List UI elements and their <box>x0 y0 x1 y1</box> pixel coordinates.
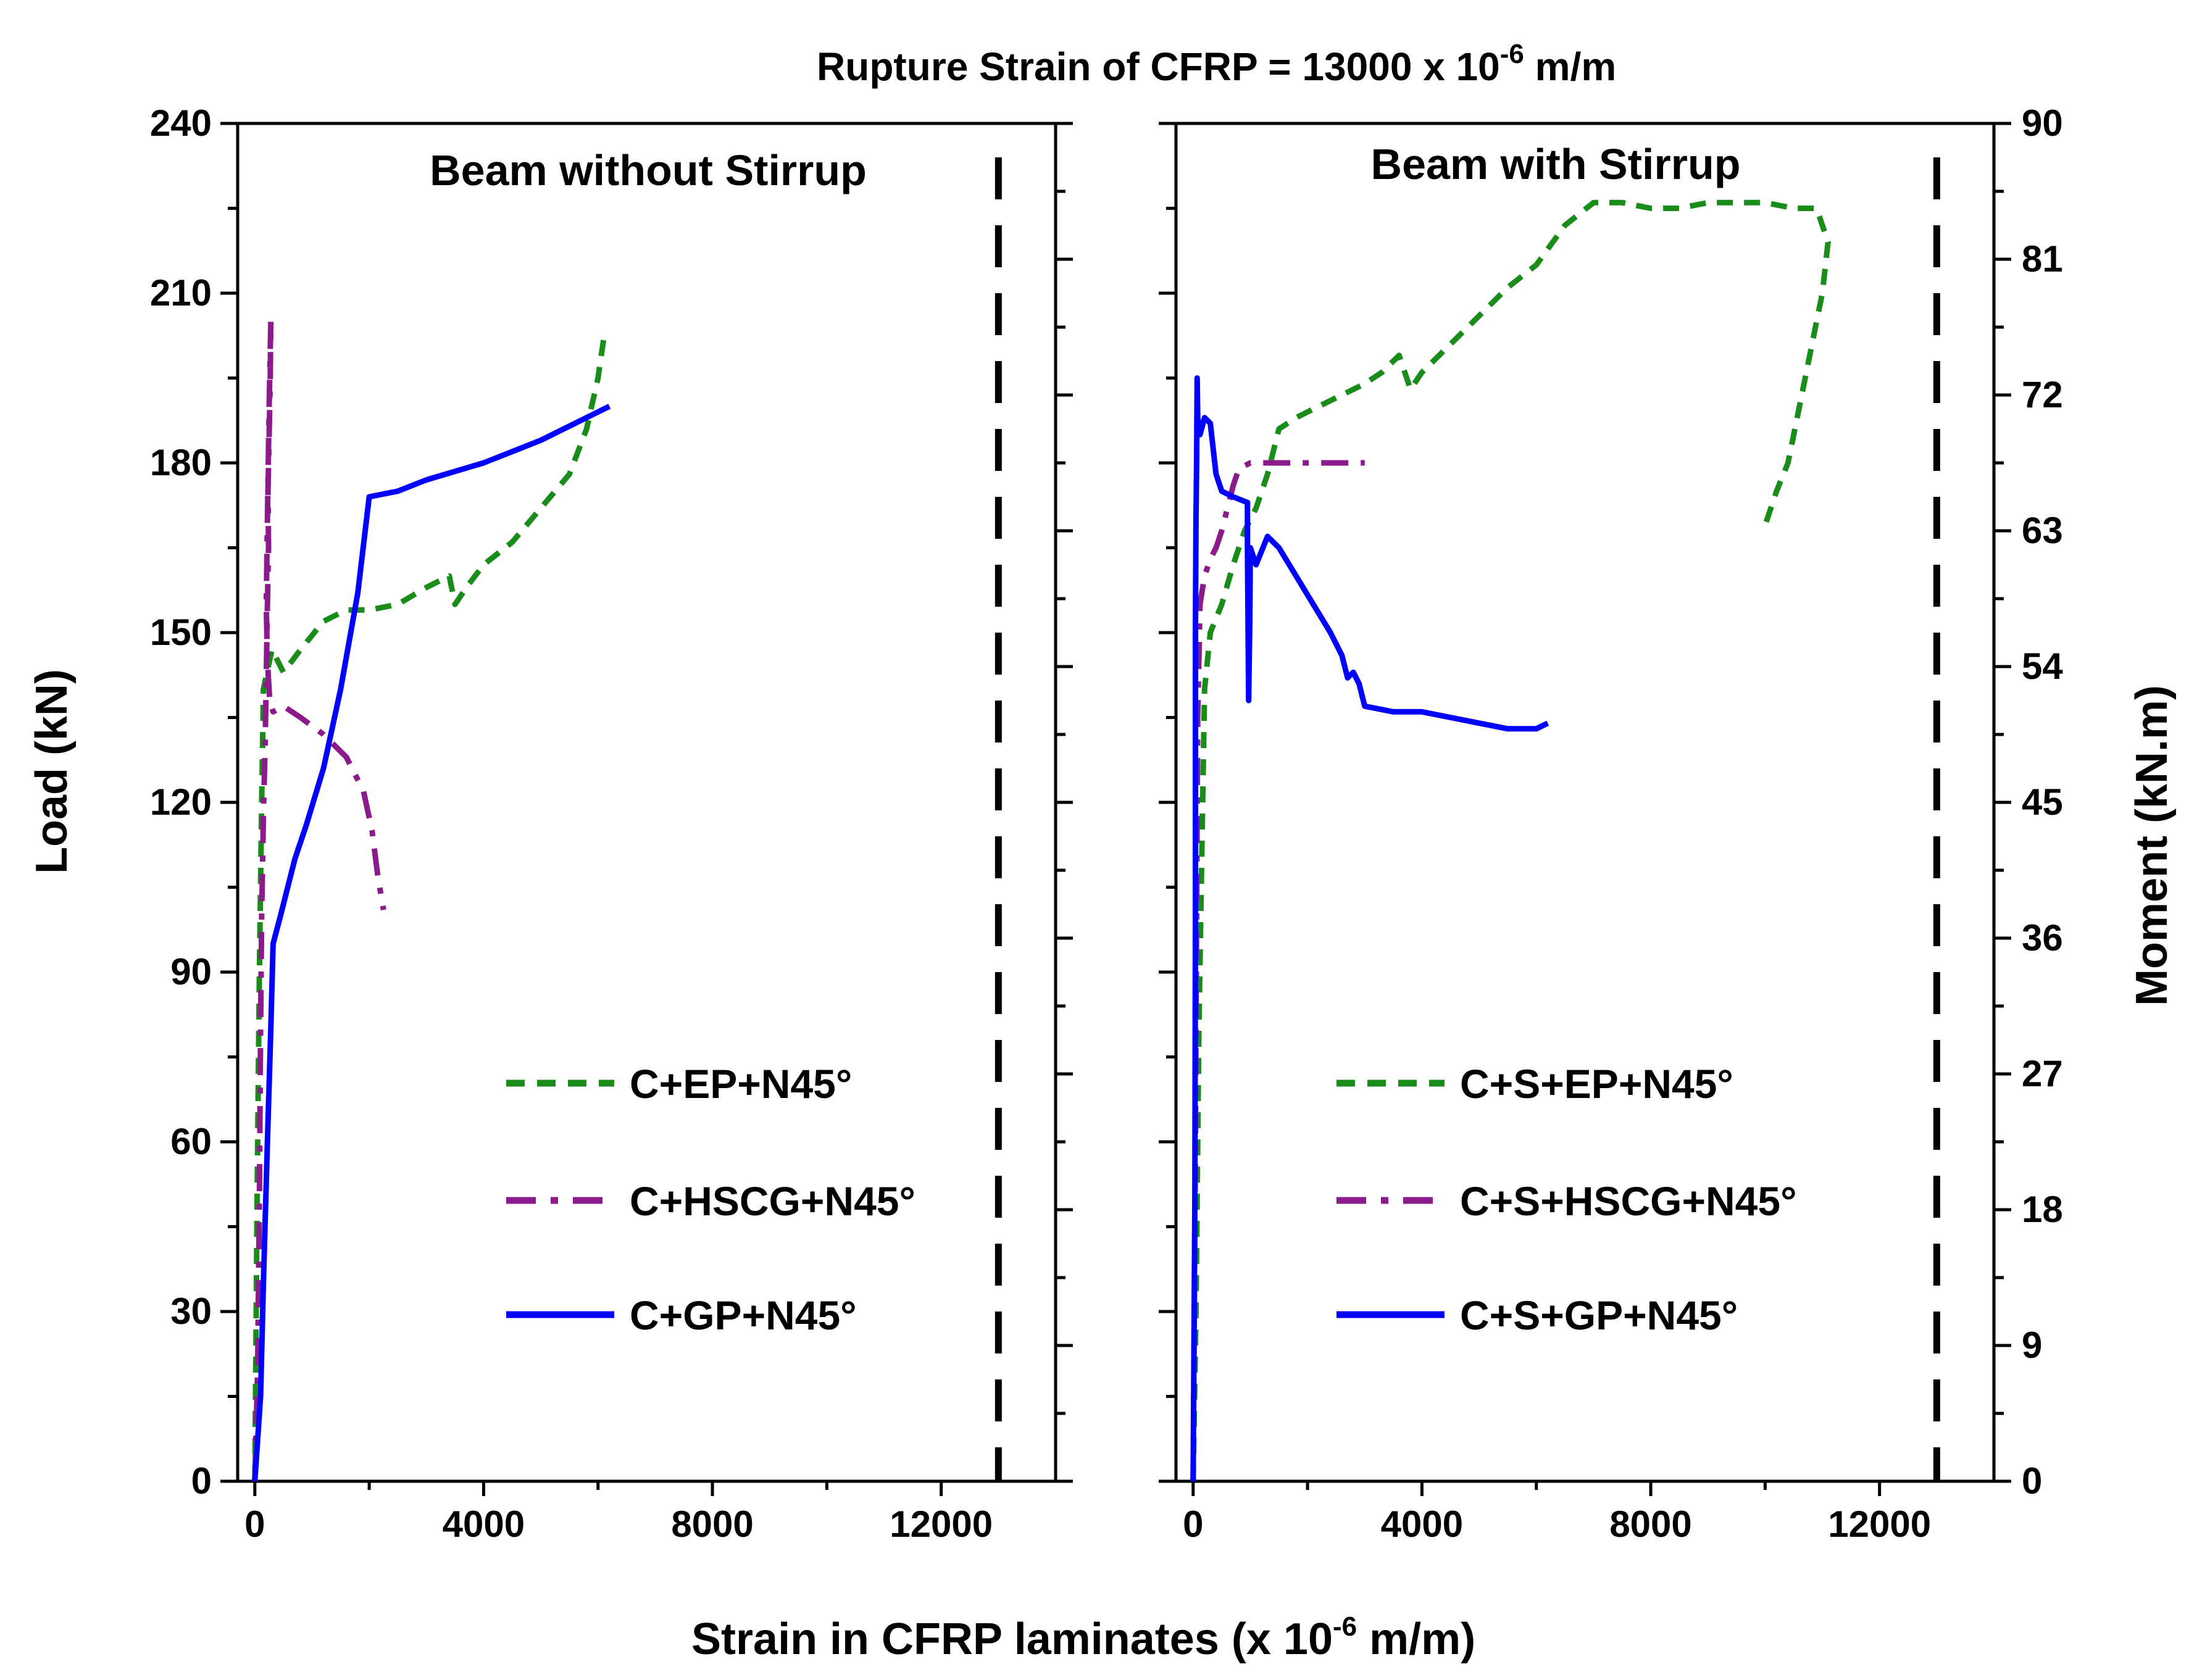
x-axis-title-sup: -6 <box>1333 1611 1357 1642</box>
series-line <box>252 404 611 1482</box>
chart-title-sup: -6 <box>1500 39 1524 69</box>
y-axis-title-moment: Moment (kN.m) <box>2127 685 2177 1006</box>
panel-2: 0 4000 8000 12000 0 9 18 27 36 45 54 63 72 81 90 Beam w… <box>1159 102 2063 1545</box>
y-axis-title-load: Load (kN) <box>27 669 77 874</box>
x-tick-label: 8000 <box>671 1503 753 1545</box>
y-tick-label: 210 <box>150 272 212 314</box>
plot-frame <box>1174 122 1996 1483</box>
y-tick-label: 180 <box>150 442 212 483</box>
y-tick-label: 30 <box>170 1291 212 1332</box>
chart-title: Rupture Strain of CFRP = 13000 x 10-6 m/… <box>817 39 1616 89</box>
moment-tick-label: 72 <box>2022 374 2063 415</box>
y-tick-label: 90 <box>170 951 212 992</box>
y-tick-label: 150 <box>150 612 212 653</box>
legend-label: C+HSCG+N45° <box>630 1178 915 1224</box>
y-tick-label: 240 <box>150 102 212 144</box>
series-line <box>1190 375 1549 1482</box>
x-axis-title-unit: m/m) <box>1357 1615 1475 1664</box>
moment-tick-label: 63 <box>2022 510 2063 551</box>
legend-label: C+GP+N45° <box>630 1292 857 1338</box>
x-axis-title: Strain in CFRP laminates (x 10-6 m/m) <box>691 1611 1475 1664</box>
x-tick-label: 8000 <box>1609 1503 1691 1545</box>
x-axis-title-main: Strain in CFRP laminates (x 10 <box>691 1615 1333 1664</box>
y-tick-label: 0 <box>191 1460 212 1502</box>
series-line <box>1190 199 1831 1482</box>
legend-label: C+S+EP+N45° <box>1460 1061 1733 1107</box>
legend-label: C+EP+N45° <box>630 1061 852 1107</box>
moment-tick-label: 27 <box>2022 1053 2063 1094</box>
y-tick-label: 60 <box>170 1121 212 1162</box>
legend-label: C+S+GP+N45° <box>1460 1292 1738 1338</box>
moment-tick-label: 36 <box>2022 917 2063 959</box>
y-tick-label: 120 <box>150 781 212 823</box>
moment-tick-label: 9 <box>2022 1324 2042 1366</box>
series-line <box>252 318 386 1482</box>
moment-tick-label: 0 <box>2022 1460 2042 1502</box>
panel-1: 0 4000 8000 12000 0 30 60 90 120 150 180 210 240 Beam… <box>150 102 1073 1545</box>
chart-title-main: Rupture Strain of CFRP = 13000 x 10 <box>817 44 1500 89</box>
panel-title: Beam with Stirrup <box>1371 140 1741 188</box>
chart-title-unit: m/m <box>1524 44 1616 89</box>
plot-frame <box>236 122 1057 1483</box>
moment-tick-label: 45 <box>2022 781 2063 823</box>
moment-tick-label: 54 <box>2022 646 2063 687</box>
panels-group: 0 4000 8000 120000306090120150180210240Beam… <box>150 102 2063 1545</box>
moment-tick-label: 81 <box>2022 238 2063 280</box>
x-tick-label: 4000 <box>443 1503 525 1545</box>
moment-tick-label: 18 <box>2022 1189 2063 1230</box>
moment-tick-label: 90 <box>2022 102 2063 144</box>
panel-title: Beam without Stirrup <box>430 146 867 194</box>
x-tick-label: 4000 <box>1381 1503 1463 1545</box>
legend-label: C+S+HSCG+N45° <box>1460 1178 1796 1224</box>
x-tick-label: 0 <box>1183 1503 1203 1545</box>
x-tick-label: 0 <box>244 1503 265 1545</box>
series-line <box>252 338 607 1482</box>
x-tick-label: 12000 <box>890 1503 993 1545</box>
series-line <box>1190 460 1365 1482</box>
x-tick-label: 12000 <box>1828 1503 1931 1545</box>
